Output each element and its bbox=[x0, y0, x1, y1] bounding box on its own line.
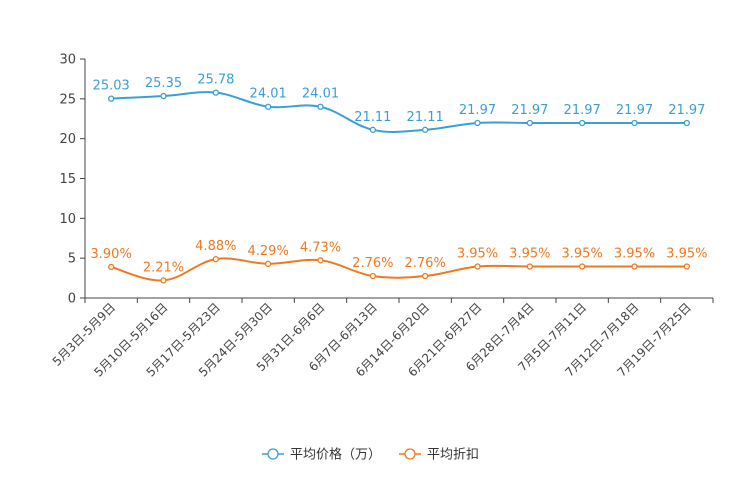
y-tick-label: 25 bbox=[59, 92, 76, 107]
data-point bbox=[160, 92, 167, 100]
data-point bbox=[108, 95, 115, 102]
y-tick-label: 0 bbox=[68, 292, 76, 307]
data-point bbox=[631, 119, 638, 127]
data-point bbox=[422, 126, 429, 133]
legend-item-2: 平均折扣 bbox=[399, 448, 479, 463]
series-2: 3.90% 2.21% 4.88% 4.29% 4.73% 2.76% 2.76% 3.95%… bbox=[91, 239, 707, 284]
y-tick-label: 15 bbox=[59, 172, 76, 187]
data-point bbox=[265, 103, 272, 110]
data-label: 21.97 bbox=[564, 103, 601, 118]
y-tick-label: 30 bbox=[59, 53, 76, 68]
data-label: 21.97 bbox=[616, 103, 653, 118]
data-label: 25.03 bbox=[93, 79, 130, 94]
data-point bbox=[579, 263, 586, 270]
series-1: 25.03 25.35 25.78 24.01 24.01 21.11 21.11 21.97… bbox=[93, 73, 705, 133]
data-label: 4.73% bbox=[300, 240, 341, 255]
data-point bbox=[683, 263, 690, 270]
data-point bbox=[369, 272, 376, 280]
data-point bbox=[422, 272, 429, 280]
data-point bbox=[474, 263, 481, 270]
legend-label: 平均折扣 bbox=[427, 448, 479, 463]
data-label: 3.95% bbox=[614, 247, 655, 262]
data-label: 21.97 bbox=[511, 103, 548, 118]
data-point bbox=[369, 126, 376, 133]
legend-marker bbox=[267, 448, 279, 460]
data-label: 4.88% bbox=[195, 239, 236, 254]
legend: 平均价格（万） 平均折扣 bbox=[262, 447, 479, 463]
data-label: 24.01 bbox=[250, 87, 287, 102]
legend-label: 平均价格（万） bbox=[290, 447, 381, 463]
data-label: 21.97 bbox=[459, 103, 496, 118]
legend-marker bbox=[404, 448, 416, 460]
data-point bbox=[212, 89, 219, 96]
data-point bbox=[160, 277, 167, 284]
data-label: 2.21% bbox=[143, 260, 184, 275]
legend-item-1: 平均价格（万） bbox=[262, 447, 381, 463]
data-point bbox=[317, 103, 324, 110]
data-point bbox=[317, 257, 324, 264]
series-line bbox=[110, 257, 687, 282]
data-label: 2.76% bbox=[352, 256, 393, 271]
data-label: 21.11 bbox=[354, 110, 391, 125]
data-label: 3.95% bbox=[666, 247, 707, 262]
data-point bbox=[526, 119, 533, 127]
data-label: 3.95% bbox=[457, 247, 498, 262]
y-tick-label: 5 bbox=[68, 252, 76, 267]
data-label: 25.35 bbox=[145, 76, 182, 91]
data-label: 2.76% bbox=[405, 256, 446, 271]
data-label: 4.29% bbox=[248, 244, 289, 259]
data-label: 24.01 bbox=[302, 87, 339, 102]
data-label: 3.95% bbox=[509, 247, 550, 262]
data-point bbox=[265, 260, 272, 267]
y-tick-label: 10 bbox=[59, 212, 76, 227]
data-point bbox=[108, 263, 115, 271]
series-layer: 25.03 25.35 25.78 24.01 24.01 21.11 21.11 21.97… bbox=[91, 73, 707, 284]
data-point bbox=[579, 119, 586, 127]
series-line bbox=[111, 91, 687, 133]
data-label: 3.95% bbox=[562, 247, 603, 262]
y-tick-label: 20 bbox=[59, 132, 76, 147]
data-point bbox=[631, 263, 638, 270]
x-axis: 5月3日-5月9日5月10日-5月16日5月17日-5月23日5月24日-5月3… bbox=[50, 297, 714, 380]
data-label: 21.11 bbox=[407, 110, 444, 125]
data-point bbox=[212, 255, 219, 263]
data-point bbox=[474, 119, 481, 127]
data-label: 3.90% bbox=[91, 247, 132, 262]
y-axis: 0 5 10 15 20 25 30 bbox=[59, 53, 86, 307]
data-point bbox=[526, 263, 533, 270]
data-point bbox=[683, 119, 690, 127]
data-label: 25.78 bbox=[197, 73, 234, 88]
data-label: 21.97 bbox=[668, 103, 705, 118]
